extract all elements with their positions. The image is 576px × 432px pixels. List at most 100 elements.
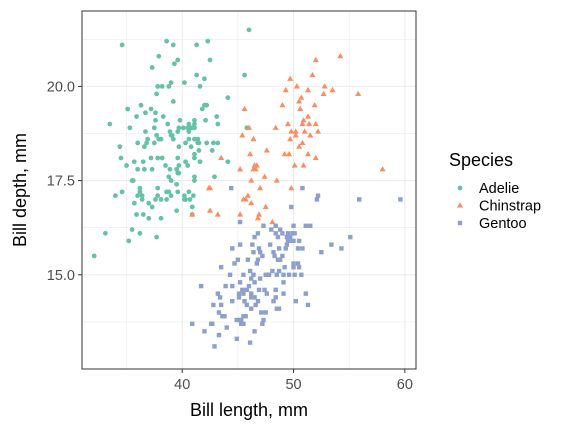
data-point-gentoo xyxy=(284,234,290,240)
data-point-gentoo xyxy=(242,298,247,304)
data-point-gentoo xyxy=(256,246,262,251)
data-point-adelie xyxy=(166,83,172,89)
data-point-adelie xyxy=(135,140,141,146)
data-point-adelie xyxy=(183,197,188,202)
data-point-adelie xyxy=(175,57,181,63)
data-point-chinstrap xyxy=(312,120,319,127)
data-point-gentoo xyxy=(262,287,267,293)
data-point-gentoo xyxy=(291,223,296,228)
data-point-adelie xyxy=(170,99,176,104)
y-tick-label: 15.0 xyxy=(47,268,75,284)
data-point-gentoo xyxy=(267,242,273,247)
data-point-gentoo xyxy=(252,295,257,300)
data-point-gentoo xyxy=(263,272,268,277)
data-point-gentoo xyxy=(281,291,286,296)
data-point-gentoo xyxy=(295,246,301,251)
data-point-gentoo xyxy=(276,268,282,274)
data-point-gentoo xyxy=(240,287,245,293)
data-point-adelie xyxy=(137,189,143,195)
data-point-chinstrap xyxy=(248,177,255,183)
data-point-gentoo xyxy=(287,234,293,240)
data-point-gentoo xyxy=(243,314,248,319)
data-point-gentoo xyxy=(237,242,243,247)
data-point-gentoo xyxy=(329,242,334,247)
data-point-chinstrap xyxy=(292,128,299,134)
data-point-chinstrap xyxy=(273,177,280,183)
data-point-gentoo xyxy=(224,325,229,330)
data-point-gentoo xyxy=(236,295,242,300)
data-point-adelie xyxy=(144,140,149,146)
data-point-chinstrap xyxy=(288,128,295,134)
data-point-adelie xyxy=(183,140,188,146)
data-point-adelie xyxy=(185,163,191,168)
data-point-chinstrap xyxy=(263,147,270,153)
data-point-adelie xyxy=(202,76,207,82)
data-point-adelie xyxy=(215,121,221,127)
data-point-chinstrap xyxy=(300,117,307,123)
data-point-adelie xyxy=(141,166,147,172)
plot-panel-background xyxy=(82,11,416,369)
data-point-gentoo xyxy=(271,298,276,304)
data-point-adelie xyxy=(175,155,181,161)
data-point-adelie xyxy=(182,193,187,199)
data-point-gentoo xyxy=(255,231,261,236)
data-point-chinstrap xyxy=(300,162,307,168)
data-point-gentoo xyxy=(260,253,265,259)
data-point-adelie xyxy=(186,129,192,134)
data-point-adelie xyxy=(145,136,151,142)
data-point-gentoo xyxy=(275,234,281,240)
data-point-chinstrap xyxy=(329,86,336,93)
data-point-gentoo xyxy=(230,246,235,251)
data-points xyxy=(91,27,403,349)
data-point-gentoo xyxy=(244,287,249,293)
data-point-chinstrap xyxy=(247,151,254,157)
data-point-adelie xyxy=(172,61,177,67)
data-point-gentoo xyxy=(259,310,264,315)
legend-marker-adelie xyxy=(457,185,463,191)
legend-key-chinstrap xyxy=(456,202,464,208)
data-point-adelie xyxy=(148,106,154,112)
data-point-gentoo xyxy=(273,223,278,228)
data-point-gentoo xyxy=(261,317,266,323)
data-point-gentoo xyxy=(295,261,301,266)
data-point-chinstrap xyxy=(214,211,221,217)
series-adelie xyxy=(91,27,252,259)
data-point-gentoo xyxy=(230,298,235,304)
data-point-gentoo xyxy=(300,185,305,191)
data-point-chinstrap xyxy=(296,98,303,104)
data-point-gentoo xyxy=(210,321,215,326)
data-point-adelie xyxy=(242,72,247,78)
data-point-chinstrap xyxy=(255,211,263,217)
data-point-gentoo xyxy=(276,306,282,311)
data-point-adelie xyxy=(207,57,213,63)
data-point-gentoo xyxy=(291,261,296,266)
data-point-adelie xyxy=(192,117,197,123)
data-point-adelie xyxy=(192,125,197,131)
data-point-gentoo xyxy=(281,272,286,277)
data-point-gentoo xyxy=(216,310,222,315)
data-point-gentoo xyxy=(249,306,254,311)
data-point-adelie xyxy=(138,102,144,108)
data-point-adelie xyxy=(135,166,141,172)
data-point-gentoo xyxy=(296,265,302,270)
data-point-gentoo xyxy=(249,291,254,296)
data-point-gentoo xyxy=(260,321,265,326)
data-point-adelie xyxy=(192,174,197,180)
data-point-adelie xyxy=(149,166,155,172)
data-point-adelie xyxy=(192,121,197,127)
data-point-chinstrap xyxy=(314,128,322,134)
data-point-adelie xyxy=(139,197,145,202)
data-point-adelie xyxy=(168,193,174,199)
data-point-gentoo xyxy=(339,246,344,251)
data-point-gentoo xyxy=(275,257,281,262)
data-point-gentoo xyxy=(251,249,256,255)
data-point-adelie xyxy=(192,155,197,161)
data-point-gentoo xyxy=(285,238,291,244)
data-point-gentoo xyxy=(296,238,302,244)
y-tick-label: 20.0 xyxy=(47,79,75,95)
x-tick-label: 40 xyxy=(174,377,190,393)
data-point-adelie xyxy=(160,114,166,119)
data-point-adelie xyxy=(176,163,182,168)
data-point-chinstrap xyxy=(304,151,312,157)
data-point-adelie xyxy=(130,178,136,183)
